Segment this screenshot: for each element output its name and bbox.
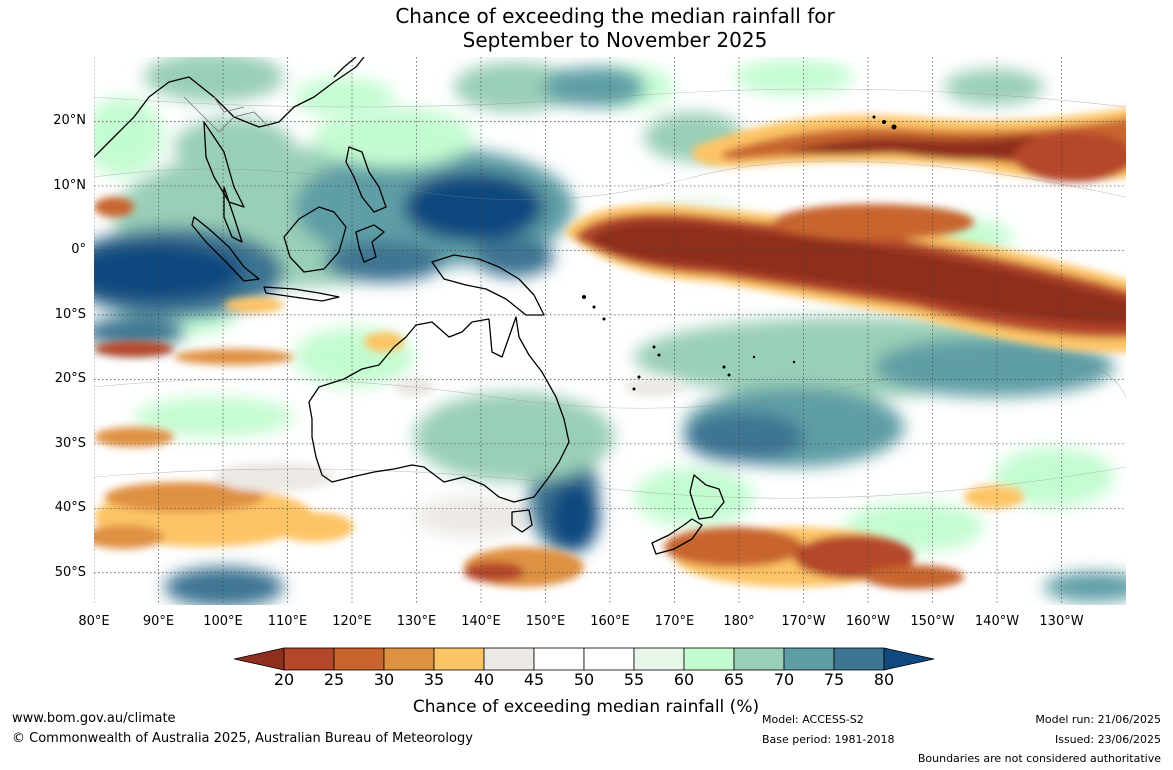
latitude-label: 20°N xyxy=(53,113,86,129)
colorbar-swatch xyxy=(383,647,435,671)
colorbar-tick-label: 60 xyxy=(673,670,695,689)
colorbar-swatch xyxy=(833,647,885,671)
longitude-label: 150°W xyxy=(910,614,955,629)
colorbar-swatch xyxy=(283,647,335,671)
sumatra-outline xyxy=(191,216,260,282)
longitude-label: 150°E xyxy=(525,614,566,629)
longitude-label: 130°W xyxy=(1039,614,1084,629)
philippines-outline xyxy=(345,146,387,213)
equatorial-pacific-dry-region xyxy=(564,108,1126,353)
map-title-line1: Chance of exceeding the median rainfall … xyxy=(395,4,835,28)
japan-ryukyu-outline xyxy=(333,57,357,78)
model-run-label: Model run: 21/06/2025 xyxy=(1035,713,1161,726)
new-zealand-south-island xyxy=(651,518,703,555)
colorbar-swatch xyxy=(433,647,485,671)
java-outline xyxy=(263,286,340,302)
website-link[interactable]: www.bom.gov.au/climate xyxy=(12,711,176,726)
colorbar-swatch xyxy=(533,647,585,671)
longitude-label: 100°E xyxy=(203,614,243,629)
borneo-outline xyxy=(283,206,347,273)
copyright-text: © Commonwealth of Australia 2025, Austra… xyxy=(12,731,473,746)
colorbar-swatch xyxy=(633,647,685,671)
rainfall-outlook-map[interactable] xyxy=(94,57,1126,605)
colorbar-tick-label: 30 xyxy=(373,670,395,689)
longitude-label: 80°E xyxy=(78,614,110,629)
longitude-label: 140°E xyxy=(461,614,501,629)
colorbar-tick-label: 70 xyxy=(773,670,795,689)
longitude-label: 160°E xyxy=(590,614,630,629)
colorbar-title: Chance of exceeding median rainfall (%) xyxy=(412,697,760,717)
latitude-label: 10°N xyxy=(53,177,86,193)
colorbar-tick-label: 40 xyxy=(473,670,495,689)
indochina-outline xyxy=(203,121,245,208)
new-guinea-outline xyxy=(431,254,545,316)
issued-label: Issued: 23/06/2025 xyxy=(1054,733,1161,746)
map-title: Chance of exceeding the median rainfall … xyxy=(0,4,1173,52)
colorbar-tick-label: 80 xyxy=(873,670,895,689)
australia-outline xyxy=(308,316,570,503)
map-title-line2: September to November 2025 xyxy=(462,28,768,52)
colorbar-swatch xyxy=(333,647,385,671)
graticule xyxy=(94,57,1126,605)
latitude-label: 20°S xyxy=(54,371,86,387)
malay-peninsula-outline xyxy=(223,186,243,243)
latitude-label: 10°S xyxy=(54,306,86,322)
country-borders xyxy=(183,96,270,133)
base-period-label: Base period: 1981-2018 xyxy=(762,733,895,746)
colorbar-tick-label: 45 xyxy=(523,670,545,689)
colorbar-tick-label: 25 xyxy=(323,670,345,689)
longitude-label: 160°W xyxy=(845,614,891,629)
model-label: Model: ACCESS-S2 xyxy=(762,713,864,726)
disclaimer-text: Boundaries are not considered authoritat… xyxy=(917,752,1161,765)
longitude-label: 170°W xyxy=(781,614,826,629)
sulawesi-outline xyxy=(355,224,385,263)
colorbar-tick-label: 35 xyxy=(423,670,445,689)
colorbar-max-arrow xyxy=(883,647,935,671)
longitude-label: 180° xyxy=(723,614,755,629)
colorbar-tick-label: 20 xyxy=(273,670,295,689)
colorbar-tick-label: 75 xyxy=(823,670,845,689)
pacific-islands xyxy=(582,115,897,391)
colorbar-swatch xyxy=(783,647,835,671)
south-pacific-wet-region xyxy=(164,317,1126,605)
colorbar-swatch xyxy=(733,647,785,671)
colorbar-swatch xyxy=(583,647,635,671)
longitude-label: 130°E xyxy=(396,614,437,629)
colorbar-tick-label: 65 xyxy=(723,670,745,689)
longitude-label: 170°E xyxy=(654,614,695,629)
latitude-label: 30°S xyxy=(54,435,86,451)
colorbar-tick-label: 55 xyxy=(623,670,645,689)
contour-lines xyxy=(94,88,1126,499)
colorbar-swatch xyxy=(483,647,535,671)
longitude-label: 120°E xyxy=(332,614,372,629)
coastlines xyxy=(94,57,725,555)
latitude-label: 50°S xyxy=(54,564,86,580)
tasmania-outline xyxy=(511,509,533,533)
colorbar-swatch xyxy=(683,647,735,671)
longitude-label: 140°W xyxy=(974,614,1020,629)
latitude-label: 0° xyxy=(71,242,86,258)
new-zealand-north-island xyxy=(689,474,725,520)
longitude-label: 110°E xyxy=(267,614,308,629)
colorbar xyxy=(234,647,935,671)
colorbar-tick-label: 50 xyxy=(573,670,595,689)
longitude-label: 90°E xyxy=(142,614,175,629)
latitude-label: 40°S xyxy=(54,500,86,516)
colorbar-min-arrow xyxy=(234,647,285,671)
